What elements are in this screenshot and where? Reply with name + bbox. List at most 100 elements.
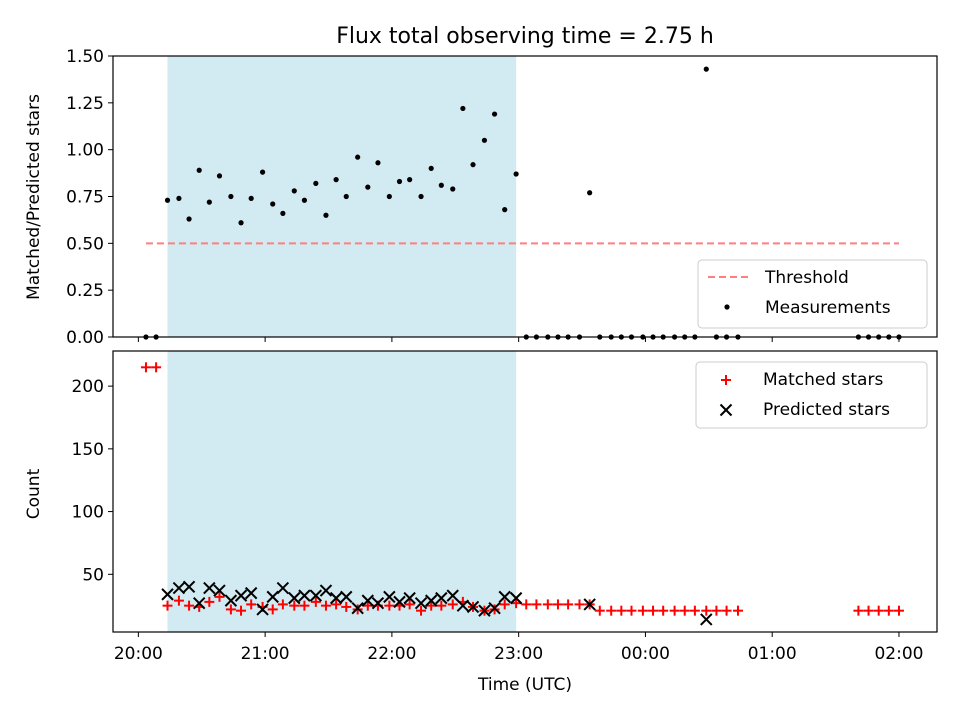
matched-star-point <box>447 599 458 610</box>
predicted-star-point-b <box>172 581 186 595</box>
predicted-star-point <box>403 591 416 605</box>
predicted-star-point <box>371 596 385 610</box>
predicted-star-point-b <box>256 603 269 616</box>
measurement-point <box>228 193 234 200</box>
predicted-star-point <box>192 596 206 610</box>
predicted-star-point <box>583 598 596 611</box>
predicted-star-point <box>393 595 406 609</box>
measurement-point <box>502 207 508 213</box>
matched-star-point <box>689 605 700 616</box>
matched-star-point <box>277 599 288 610</box>
x-tick-label: 01:00 <box>748 644 797 664</box>
predicted-star-point-b <box>488 601 501 615</box>
top-y-tick-label: 1.25 <box>66 94 104 114</box>
legend-measurements-swatch <box>724 304 730 310</box>
matched-star-point <box>883 605 894 616</box>
predicted-star-point <box>234 589 248 602</box>
matched-star-point <box>331 599 342 610</box>
predicted-star-point-b <box>213 584 226 597</box>
predicted-star-point-b <box>244 586 258 600</box>
measurement-point <box>438 182 444 188</box>
measurement-point <box>343 193 349 200</box>
top-shaded-interval <box>167 56 517 337</box>
matched-star-point <box>341 601 352 612</box>
top-plot-panel: 0.00 0.25 0.50 0.75 1.00 1.25 1.50 Threshold Mea… <box>66 47 938 348</box>
top-y-tick-label: 0.00 <box>66 328 104 348</box>
matched-star-point <box>701 605 712 616</box>
measurement-point <box>491 111 498 117</box>
matched-star-point <box>236 605 247 616</box>
measurement-point <box>513 171 519 177</box>
measurement-point <box>386 193 392 200</box>
predicted-star-point <box>424 594 438 607</box>
matched-star-point <box>711 605 722 616</box>
matched-star-point <box>873 605 884 616</box>
measurement-point <box>259 169 266 175</box>
predicted-star-point <box>244 586 258 600</box>
legend-threshold-label: Threshold <box>764 268 849 288</box>
measurement-point <box>481 137 488 143</box>
predicted-star-point-b <box>509 591 523 605</box>
matched-star-point <box>531 599 542 610</box>
bottom-legend: Matched stars Predicted stars <box>695 361 928 429</box>
measurement-point <box>238 220 244 226</box>
matched-star-point <box>863 605 874 616</box>
top-y-tick-label: 1.00 <box>66 141 104 161</box>
top-y-tick-label: 0.25 <box>66 281 104 301</box>
predicted-star-point-b <box>456 599 470 612</box>
measurement-point <box>176 195 182 201</box>
predicted-star-point-b <box>298 589 311 602</box>
predicted-star-point-b <box>224 594 238 607</box>
predicted-star-point-b <box>161 588 174 601</box>
bottom-legend-box <box>695 361 928 429</box>
predicted-star-point-b <box>478 604 491 617</box>
predicted-star-point-b <box>309 589 323 602</box>
predicted-star-point <box>488 601 501 615</box>
bottom-y-tick-label: 100 <box>72 503 104 523</box>
measurement-point <box>301 197 308 203</box>
x-tick-label: 23:00 <box>494 644 543 664</box>
predicted-star-point <box>456 599 470 612</box>
predicted-star-point <box>435 591 448 605</box>
predicted-star-point <box>446 589 459 602</box>
predicted-star-point <box>383 590 396 604</box>
matched-star-point <box>204 596 215 607</box>
predicted-star-point-b <box>403 591 416 605</box>
predicted-star-point-b <box>192 596 206 610</box>
matched-star-point <box>669 605 680 616</box>
predicted-star-point <box>309 589 323 602</box>
matched-star-point <box>648 605 659 616</box>
bottom-shaded-interval <box>167 351 517 632</box>
predicted-star-point <box>161 588 174 601</box>
measurement-point <box>470 162 476 168</box>
legend-predicted-label: Predicted stars <box>763 400 890 420</box>
matched-star-point <box>853 605 864 616</box>
predicted-star-point <box>182 580 196 594</box>
measurement-point <box>407 177 413 183</box>
matched-star-point <box>679 605 690 616</box>
measurement-point <box>365 184 371 190</box>
matched-star-point <box>511 598 522 609</box>
predicted-star-point-b <box>583 598 596 611</box>
predicted-star-point-b <box>700 613 713 626</box>
predicted-star-point <box>298 589 311 602</box>
measurement-point <box>333 177 339 183</box>
predicted-star-point-b <box>466 600 480 614</box>
matched-star-point <box>563 599 574 610</box>
matched-star-point <box>594 605 605 616</box>
predicted-star-point <box>319 584 333 597</box>
measurement-point <box>450 186 456 192</box>
measurement-point <box>396 178 403 185</box>
predicted-star-point-b <box>203 581 216 595</box>
measurement-point <box>291 188 297 194</box>
predicted-star-point <box>172 581 186 595</box>
predicted-star-point <box>224 594 238 607</box>
matched-star-point <box>626 605 637 616</box>
matched-star-point <box>574 599 585 610</box>
measurement-point <box>270 201 276 207</box>
top-y-tick-label: 0.50 <box>66 234 104 254</box>
x-tick-label: 22:00 <box>367 644 416 664</box>
predicted-star-point-b <box>446 589 459 602</box>
top-legend-box <box>697 259 928 329</box>
